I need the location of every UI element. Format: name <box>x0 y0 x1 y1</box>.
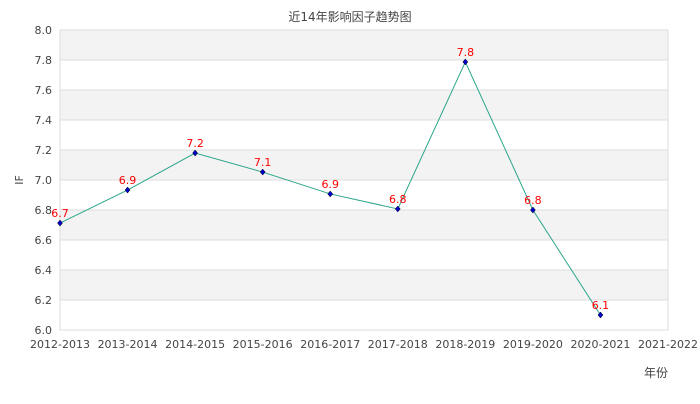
y-axis-label: IF <box>13 175 26 185</box>
grid-band <box>60 90 668 120</box>
y-tick-label: 6.0 <box>35 324 53 337</box>
data-point <box>394 205 401 213</box>
y-tick-label: 7.8 <box>35 54 53 67</box>
data-label: 6.1 <box>592 299 610 312</box>
y-tick-label: 8.0 <box>35 24 53 37</box>
grid-band <box>60 270 668 300</box>
y-tick-label: 7.2 <box>35 144 53 157</box>
y-tick-label: 6.2 <box>35 294 53 307</box>
grid-band <box>60 210 668 240</box>
x-tick-label: 2018-2019 <box>435 338 495 351</box>
data-point <box>462 58 469 66</box>
data-label: 6.9 <box>119 174 137 187</box>
data-point <box>327 190 334 198</box>
x-tick-label: 2016-2017 <box>300 338 360 351</box>
grid-band <box>60 150 668 180</box>
data-point <box>192 149 198 157</box>
y-tick-label: 6.4 <box>35 264 53 277</box>
x-tick-label: 2015-2016 <box>233 338 293 351</box>
data-label: 6.8 <box>524 194 542 207</box>
y-tick-label: 7.6 <box>35 84 53 97</box>
y-tick-label: 6.6 <box>35 234 53 247</box>
data-point <box>57 219 63 227</box>
x-tick-label: 2019-2020 <box>503 338 563 351</box>
x-tick-label: 2013-2014 <box>98 338 158 351</box>
data-label: 6.9 <box>321 178 339 191</box>
grid-band <box>60 30 668 60</box>
data-label: 7.8 <box>457 46 475 59</box>
chart-title: 近14年影响因子趋势图 <box>288 9 411 24</box>
data-point <box>597 311 604 319</box>
data-label: 7.1 <box>254 156 272 169</box>
y-tick-label: 7.4 <box>35 114 53 127</box>
data-label: 6.7 <box>51 207 69 220</box>
data-label: 7.2 <box>186 137 204 150</box>
x-axis-label: 年份 <box>644 366 668 380</box>
y-tick-label: 6.8 <box>35 204 53 217</box>
x-tick-label: 2014-2015 <box>165 338 225 351</box>
data-label: 6.8 <box>389 193 407 206</box>
x-tick-label: 2012-2013 <box>30 338 90 351</box>
data-point <box>530 206 536 214</box>
x-tick-label: 2017-2018 <box>368 338 428 351</box>
x-tick-label: 2021-2022 <box>638 338 698 351</box>
data-point <box>259 168 266 176</box>
y-tick-label: 7.0 <box>35 174 53 187</box>
data-point <box>124 186 131 194</box>
x-tick-label: 2020-2021 <box>570 338 630 351</box>
